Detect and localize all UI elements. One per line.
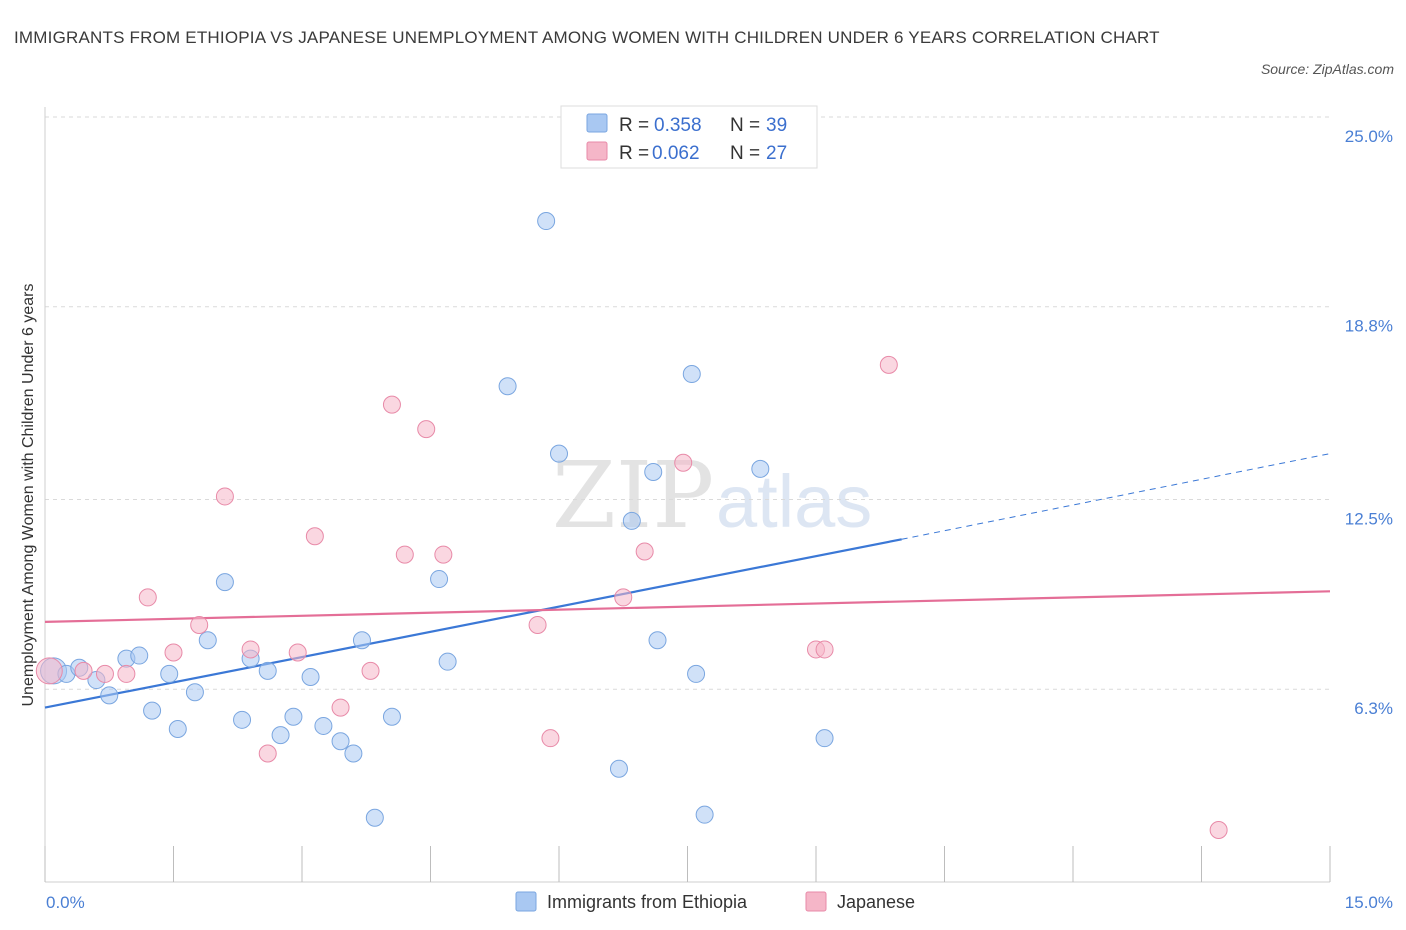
- data-point: [160, 664, 179, 683]
- legend-row-japanese: R = 0.062 N = 27: [586, 141, 787, 164]
- data-point: [271, 726, 290, 745]
- data-point: [879, 355, 898, 374]
- legend-r-label: R =: [619, 115, 649, 136]
- data-point: [138, 588, 157, 607]
- data-point: [687, 664, 706, 683]
- data-point: [198, 631, 217, 650]
- data-point: [95, 664, 114, 683]
- chart-title: IMMIGRANTS FROM ETHIOPIA VS JAPANESE UNE…: [14, 28, 1160, 47]
- x-tick-label: 0.0%: [46, 893, 85, 912]
- data-point: [635, 542, 654, 561]
- top-legend: R = 0.358 N = 39 R = 0.062 N = 27: [560, 105, 818, 169]
- data-point: [288, 643, 307, 662]
- data-point: [361, 661, 380, 680]
- data-point: [815, 640, 834, 659]
- data-point: [143, 701, 162, 720]
- data-point: [331, 698, 350, 717]
- data-point: [301, 667, 320, 686]
- trend-line: [44, 590, 1331, 623]
- data-point: [185, 683, 204, 702]
- data-point: [815, 729, 834, 748]
- data-point: [284, 707, 303, 726]
- data-point: [117, 664, 136, 683]
- data-point: [1209, 820, 1228, 839]
- watermark-atlas: atlas: [716, 460, 872, 543]
- data-point: [241, 640, 260, 659]
- axes: [44, 107, 1331, 883]
- y-tick-label: 12.5%: [1345, 510, 1393, 529]
- grid-lines: [45, 116, 1330, 690]
- y-tick-label: 6.3%: [1354, 699, 1393, 718]
- data-point: [528, 615, 547, 634]
- data-point: [305, 527, 324, 546]
- legend-n-value: 39: [766, 115, 787, 136]
- data-point: [382, 395, 401, 414]
- legend-n-label: N =: [730, 143, 760, 164]
- data-point: [258, 744, 277, 763]
- trend-line-extension: [901, 453, 1331, 540]
- data-point: [215, 487, 234, 506]
- bottom-legend-swatch-japanese: [805, 891, 827, 912]
- data-point: [622, 511, 641, 530]
- y-tick-label: 18.8%: [1345, 317, 1393, 336]
- data-point: [609, 759, 628, 778]
- bottom-legend-swatch-ethiopia: [515, 891, 537, 912]
- data-point: [438, 652, 457, 671]
- data-points: [35, 212, 1228, 839]
- data-point: [100, 686, 119, 705]
- data-point: [674, 453, 693, 472]
- data-point: [614, 588, 633, 607]
- data-point: [648, 631, 667, 650]
- legend-r-label: R =: [619, 143, 649, 164]
- data-point: [74, 661, 93, 680]
- trend-line: [44, 538, 902, 709]
- data-point: [550, 444, 568, 463]
- data-point: [417, 420, 436, 439]
- legend-n-value: 27: [766, 143, 787, 164]
- data-point: [382, 707, 401, 726]
- data-point: [130, 646, 149, 665]
- data-point: [215, 573, 234, 592]
- data-point: [35, 657, 63, 685]
- legend-swatch-japanese: [586, 141, 608, 161]
- y-axis-title: Unemployment Among Women with Children U…: [20, 283, 37, 706]
- data-point: [537, 212, 556, 231]
- data-point: [233, 710, 252, 729]
- data-point: [190, 615, 209, 634]
- data-point: [164, 643, 183, 662]
- data-point: [344, 744, 363, 763]
- y-tick-labels: 6.3% 12.5% 18.8% 25.0%: [1345, 127, 1393, 718]
- legend-r-value: 0.358: [654, 115, 702, 136]
- legend-row-ethiopia: R = 0.358 N = 39: [586, 113, 787, 136]
- data-point: [644, 462, 663, 481]
- x-tick-labels: 0.0% 15.0%: [46, 893, 1393, 912]
- trend-lines: [44, 453, 1331, 709]
- data-point: [258, 661, 277, 680]
- data-point: [352, 631, 371, 650]
- legend-n-label: N =: [730, 115, 760, 136]
- data-point: [395, 545, 414, 564]
- legend-swatch-ethiopia: [586, 113, 608, 133]
- data-point: [168, 720, 187, 738]
- data-point: [331, 732, 350, 751]
- source-label: Source: ZipAtlas.com: [1260, 61, 1394, 77]
- data-point: [498, 377, 517, 396]
- data-point: [314, 716, 333, 735]
- y-tick-label: 25.0%: [1345, 127, 1393, 146]
- data-point: [430, 570, 449, 589]
- legend-r-value: 0.062: [652, 143, 700, 164]
- bottom-legend: Immigrants from Ethiopia Japanese: [515, 891, 915, 912]
- bottom-legend-label-ethiopia: Immigrants from Ethiopia: [547, 892, 748, 912]
- data-point: [751, 459, 770, 478]
- data-point: [541, 729, 560, 748]
- bottom-legend-label-japanese: Japanese: [837, 892, 915, 912]
- data-point: [365, 808, 384, 827]
- data-point: [682, 365, 701, 384]
- data-point: [434, 545, 453, 564]
- x-tick-label: 15.0%: [1345, 893, 1393, 912]
- data-point: [695, 805, 714, 824]
